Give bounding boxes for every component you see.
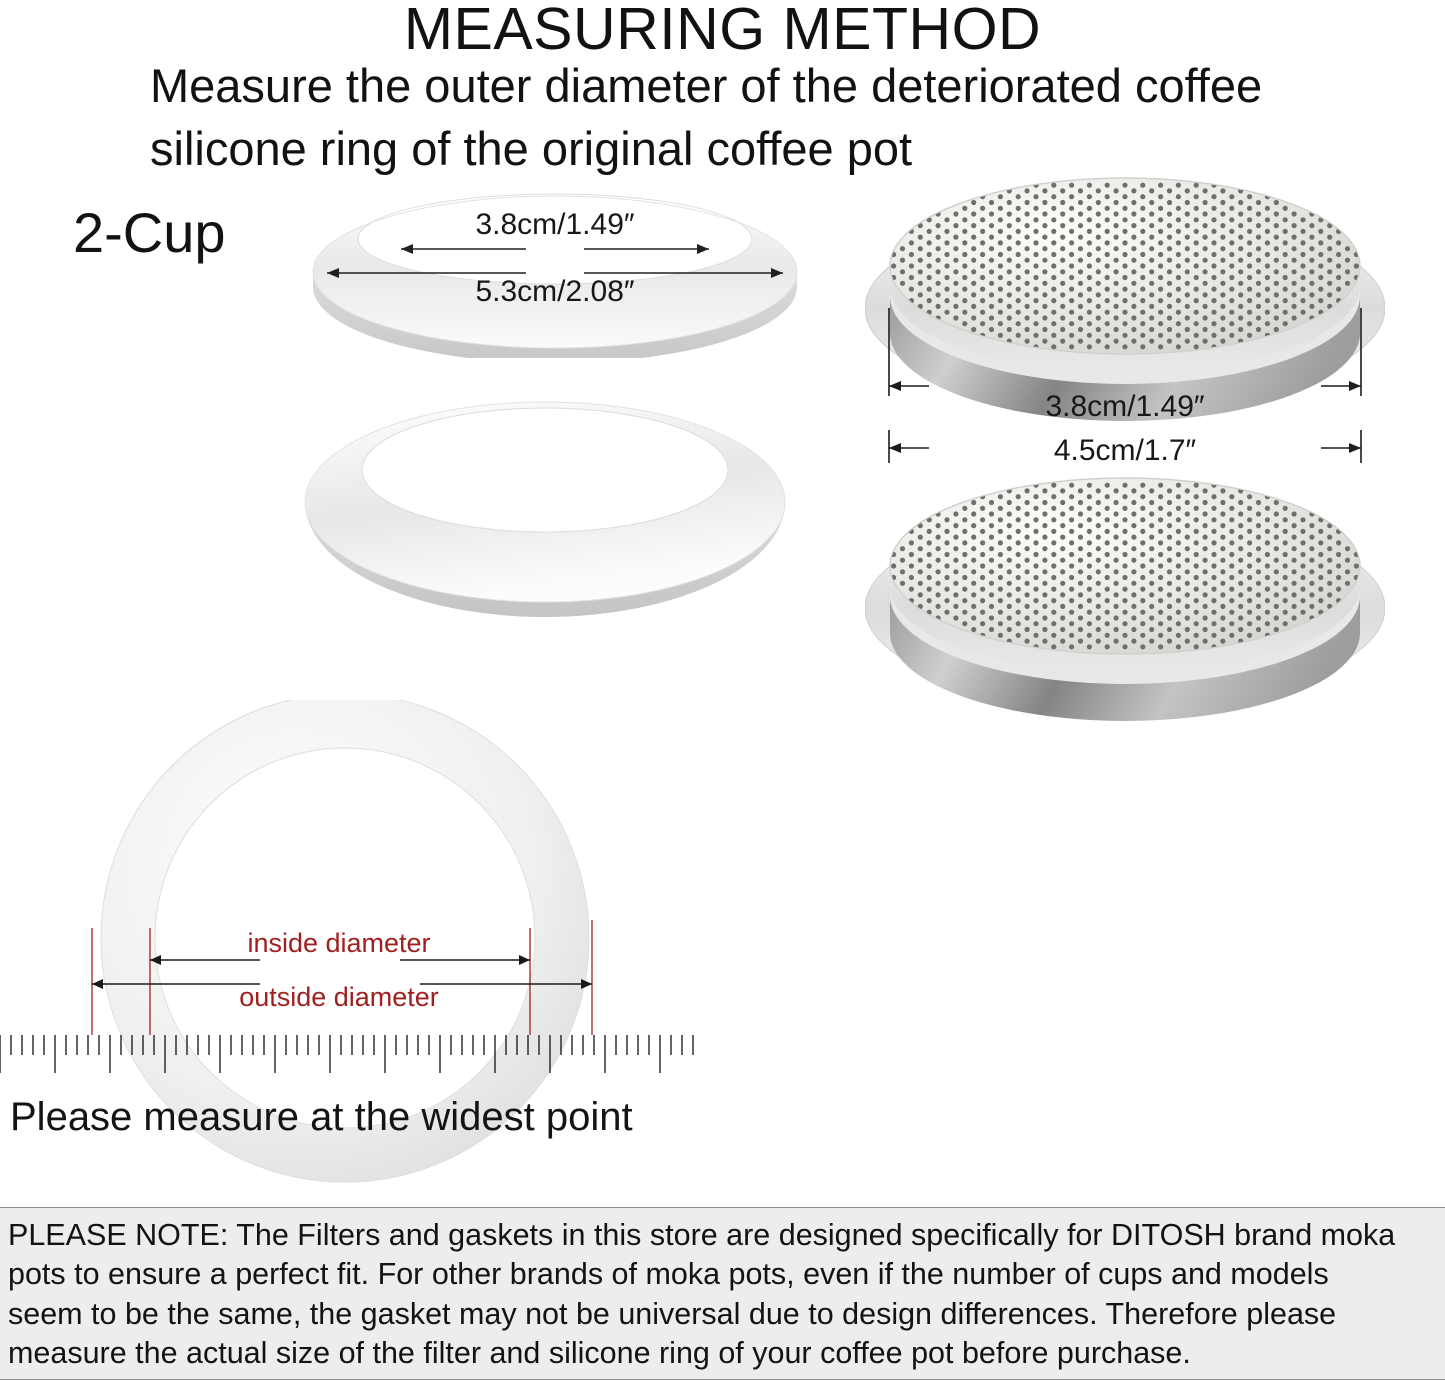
svg-text:3.8cm/1.49″: 3.8cm/1.49″	[1045, 390, 1204, 423]
svg-text:Please measure at the widest p: Please measure at the widest point	[10, 1095, 633, 1139]
svg-text:outside diameter: outside diameter	[239, 982, 439, 1012]
svg-text:inside diameter: inside diameter	[247, 928, 430, 958]
svg-text:5.3cm/2.08″: 5.3cm/2.08″	[475, 275, 634, 308]
svg-text:4.5cm/1.7″: 4.5cm/1.7″	[1054, 434, 1197, 467]
svg-text:3.8cm/1.49″: 3.8cm/1.49″	[475, 208, 634, 241]
